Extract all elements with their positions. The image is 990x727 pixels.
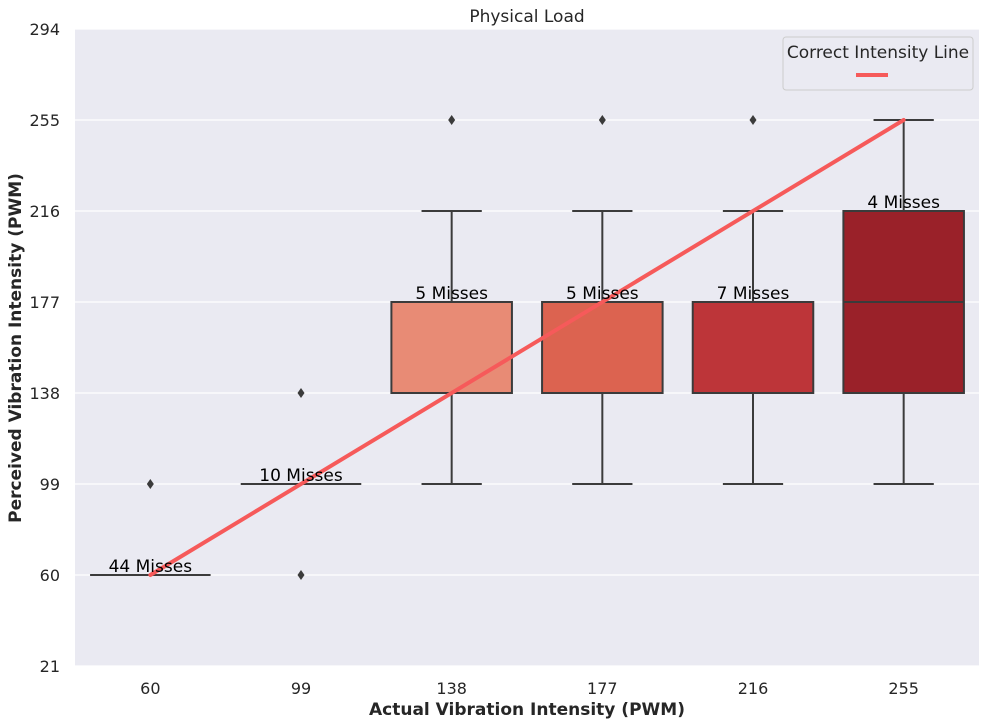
misses-label: 4 Misses [867, 193, 940, 213]
box-255 [842, 119, 965, 485]
y-tick-label: 138 [29, 384, 60, 403]
reference-line [148, 118, 906, 577]
misses-label: 5 Misses [415, 284, 488, 304]
misses-label: 5 Misses [566, 284, 639, 304]
x-axis-label: Actual Vibration Intensity (PWM) [369, 700, 685, 720]
x-tick-label: 216 [738, 679, 769, 698]
x-tick-label: 138 [436, 679, 467, 698]
box-216 [691, 115, 815, 485]
legend-title: Correct Intensity Line [787, 43, 969, 63]
y-axis-label: Perceived Vibration Intensity (PWM) [6, 173, 26, 523]
y-tick-label: 216 [29, 202, 60, 221]
box-body [390, 301, 513, 394]
outlier-point [598, 115, 606, 125]
box-body [541, 301, 664, 394]
reference-line-group [148, 118, 906, 577]
box-body [691, 301, 815, 394]
y-tick-label: 60 [40, 566, 60, 585]
annotations: 44 Misses 10 Misses 5 Misses 5 Misses 7 Miss… [109, 193, 941, 577]
box-138 [390, 115, 513, 485]
misses-label: 10 Misses [259, 466, 343, 486]
y-tick-label: 255 [29, 111, 60, 130]
x-tick-label: 99 [291, 679, 311, 698]
boxes [90, 115, 965, 580]
outlier-point [297, 388, 305, 398]
x-tick-label: 255 [888, 679, 919, 698]
y-tick-labels: 21 60 99 138 177 216 255 294 [29, 20, 60, 676]
outlier-point [448, 115, 456, 125]
misses-label: 7 Misses [717, 284, 790, 304]
legend: Correct Intensity Line [782, 36, 974, 91]
y-tick-label: 177 [29, 293, 60, 312]
outlier-point [146, 479, 154, 489]
x-tick-label: 177 [587, 679, 618, 698]
outlier-point [297, 570, 305, 580]
grid [75, 28, 979, 667]
chart-title: Physical Load [469, 7, 584, 27]
y-tick-label: 99 [40, 475, 60, 494]
x-tick-label: 60 [140, 679, 160, 698]
y-tick-label: 294 [29, 20, 60, 39]
misses-label: 44 Misses [109, 557, 193, 577]
x-tick-labels: 60 99 138 177 216 255 [140, 679, 919, 698]
y-tick-label: 21 [40, 657, 60, 676]
outlier-point [749, 115, 757, 125]
legend-box [782, 36, 974, 91]
